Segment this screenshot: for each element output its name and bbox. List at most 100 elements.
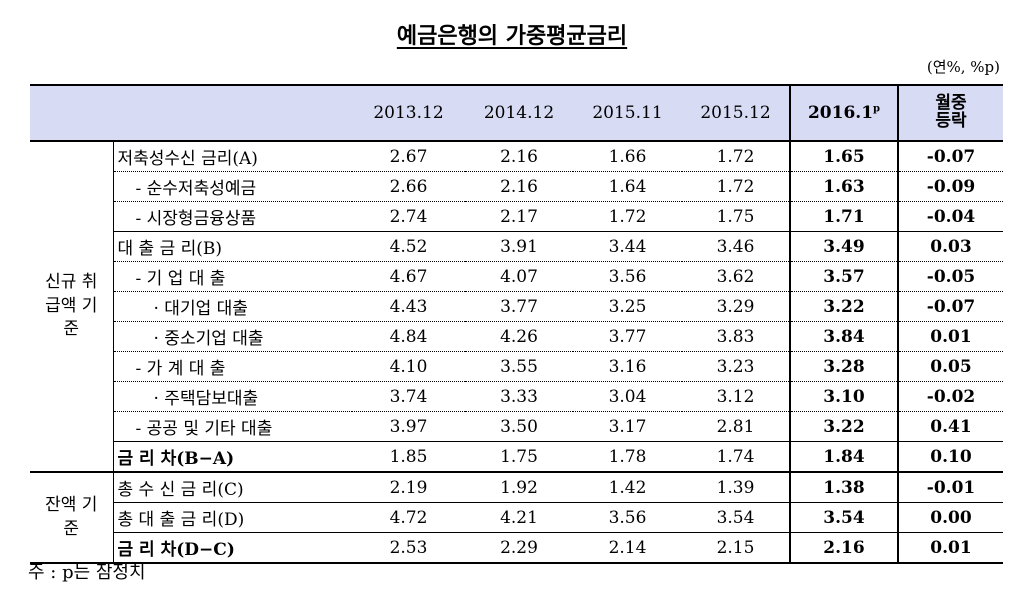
value-cell: 0.41 (898, 411, 1003, 442)
preliminary-mark: p (873, 103, 881, 115)
value-cell: 2.81 (682, 411, 790, 442)
value-cell: 2.17 (465, 201, 573, 232)
column-header: 2016.1p (789, 84, 899, 142)
rate-table: 2013.12 2014.12 2015.11 2015.12 2016.1p 월중 등락… (30, 84, 1003, 564)
value-cell: 4.67 (352, 261, 465, 292)
table-row: 대 출 금 리(B) 4.52 3.91 3.44 3.46 3.49 0.03 (30, 231, 1003, 262)
value-cell: 2.74 (352, 201, 465, 232)
value-cell: 4.07 (465, 261, 573, 292)
value-cell: 3.22 (789, 411, 899, 442)
value-cell: 4.84 (352, 321, 465, 352)
value-cell: 1.65 (789, 140, 899, 172)
table-row: · 중소기업 대출 4.84 4.26 3.77 3.83 3.84 0.01 (30, 321, 1003, 352)
unit: (연%, %p) (926, 58, 1000, 76)
value-cell: 3.56 (573, 261, 682, 292)
row-label: 총 대 출 금 리(D) (112, 502, 352, 533)
value-cell: 1.74 (682, 441, 790, 473)
value-cell: 3.17 (573, 411, 682, 442)
value-cell: 2.29 (465, 532, 573, 564)
value-cell: 1.72 (573, 201, 682, 232)
value-cell: 3.54 (789, 502, 899, 533)
value-cell: 2.15 (682, 532, 790, 564)
value-cell: 3.44 (573, 231, 682, 262)
table-row: · 주택담보대출 3.74 3.33 3.04 3.12 3.10 -0.02 (30, 381, 1003, 412)
value-cell: 1.64 (573, 171, 682, 202)
title: 예금은행의 가중평균금리 (0, 18, 1024, 50)
value-cell: 3.77 (573, 321, 682, 352)
value-cell: 0.01 (898, 321, 1003, 352)
value-cell: 3.62 (682, 261, 790, 292)
value-cell: 3.49 (789, 231, 899, 262)
value-cell: -0.05 (898, 261, 1003, 292)
value-cell: 3.46 (682, 231, 790, 262)
footnote: 주 : p는 잠정치 (28, 562, 146, 583)
row-label: - 순수저축성예금 (112, 171, 352, 202)
table-row: - 공공 및 기타 대출 3.97 3.50 3.17 2.81 3.22 0.41 (30, 411, 1003, 442)
value-cell: 2.67 (352, 140, 465, 172)
column-header-text: 2015.12 (700, 103, 771, 123)
value-cell: 1.85 (352, 441, 465, 473)
value-cell: 2.16 (465, 171, 573, 202)
value-cell: 1.63 (789, 171, 899, 202)
value-cell: 3.54 (682, 502, 790, 533)
value-cell: 3.56 (573, 502, 682, 533)
column-header-text: 2014.12 (483, 103, 555, 123)
row-label: 대 출 금 리(B) (112, 231, 352, 262)
value-cell: 1.78 (573, 441, 682, 473)
row-label: - 가 계 대 출 (112, 351, 352, 382)
value-cell: 3.16 (573, 351, 682, 382)
value-cell: 3.25 (573, 291, 682, 322)
column-header-text: 2015.11 (592, 103, 663, 123)
value-cell: 1.75 (682, 201, 790, 232)
value-cell: 0.00 (898, 502, 1003, 533)
value-cell: 3.91 (465, 231, 573, 262)
value-cell: 1.84 (789, 441, 899, 473)
column-header: 2015.11 (573, 84, 682, 142)
table-row: 총 대 출 금 리(D) 4.72 4.21 3.56 3.54 3.54 0.00 (30, 502, 1003, 533)
value-cell: 2.53 (352, 532, 465, 564)
value-cell: -0.02 (898, 381, 1003, 412)
value-cell: 4.21 (465, 502, 573, 533)
row-label: · 대기업 대출 (112, 291, 352, 322)
row-label: 저축성수신 금리(A) (112, 140, 352, 172)
value-cell: 1.72 (682, 140, 790, 172)
value-cell: 3.97 (352, 411, 465, 442)
value-cell: 4.52 (352, 231, 465, 262)
row-label: · 중소기업 대출 (112, 321, 352, 352)
header-blank (30, 84, 352, 142)
value-cell: 3.10 (789, 381, 899, 412)
table-body: 신규 취급액 기준 저축성수신 금리(A) 2.67 2.16 1.66 1.72 1.65… (30, 140, 1003, 564)
row-label: - 시장형금융상품 (112, 201, 352, 232)
value-cell: 3.84 (789, 321, 899, 352)
value-cell: -0.07 (898, 140, 1003, 172)
value-cell: -0.01 (898, 471, 1003, 503)
value-cell: 2.16 (465, 140, 573, 172)
column-header: 2015.12 (682, 84, 790, 142)
value-cell: 3.04 (573, 381, 682, 412)
value-cell: 1.66 (573, 140, 682, 172)
column-header: 월중 등락 (898, 84, 1003, 142)
table-row: - 순수저축성예금 2.66 2.16 1.64 1.72 1.63 -0.09 (30, 171, 1003, 202)
value-cell: 2.14 (573, 532, 682, 564)
value-cell: -0.07 (898, 291, 1003, 322)
column-header-text: 2016.1 (807, 103, 874, 123)
value-cell: 0.03 (898, 231, 1003, 262)
row-label: 금 리 차(D−C) (112, 532, 352, 564)
value-cell: 3.55 (465, 351, 573, 382)
row-label: · 주택담보대출 (112, 381, 352, 412)
header-row: 2013.12 2014.12 2015.11 2015.12 2016.1p 월중 등락 (30, 84, 1003, 142)
value-cell: 1.38 (789, 471, 899, 503)
value-cell: 4.26 (465, 321, 573, 352)
value-cell: 0.05 (898, 351, 1003, 382)
value-cell: 1.92 (465, 471, 573, 503)
table-row: 금 리 차(B−A) 1.85 1.75 1.78 1.74 1.84 0.10 (30, 441, 1003, 473)
value-cell: 3.12 (682, 381, 790, 412)
value-cell: 3.23 (682, 351, 790, 382)
value-cell: 0.10 (898, 441, 1003, 473)
value-cell: 1.71 (789, 201, 899, 232)
column-header-text: 월중 등락 (935, 93, 967, 131)
value-cell: 3.22 (789, 291, 899, 322)
table-row: - 시장형금융상품 2.74 2.17 1.72 1.75 1.71 -0.04 (30, 201, 1003, 232)
value-cell: 2.16 (789, 532, 899, 564)
value-cell: 2.19 (352, 471, 465, 503)
